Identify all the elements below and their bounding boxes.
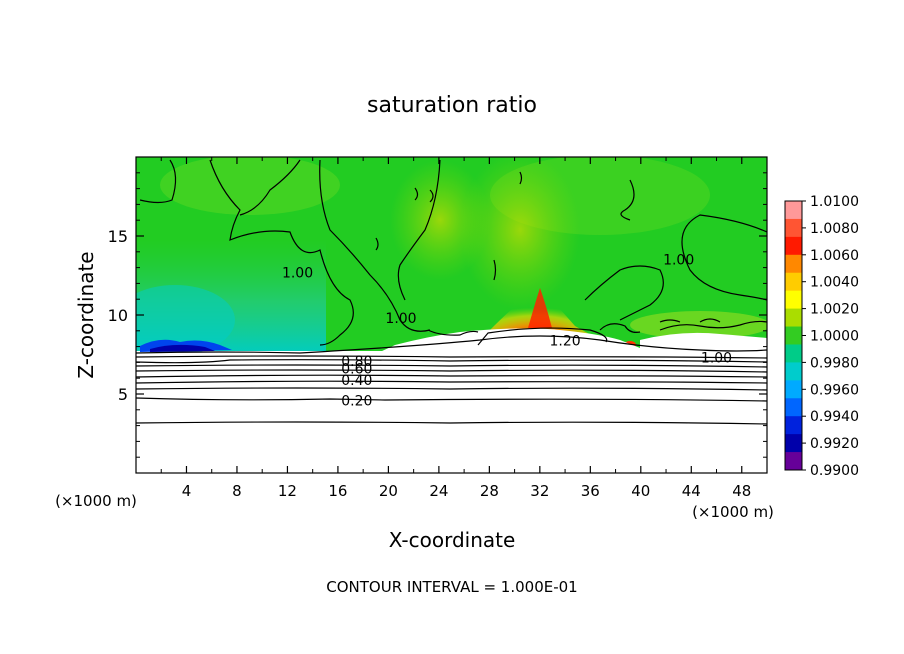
colorbar-swatch	[785, 218, 802, 238]
y-tick-label: 5	[118, 385, 128, 404]
y-tick-label: 15	[108, 227, 128, 246]
colorbar-label: 1.0040	[810, 275, 859, 291]
y-tick-label: 10	[108, 306, 128, 325]
colorbar-label: 0.9900	[810, 463, 859, 479]
x-tick-label: 12	[278, 482, 297, 500]
x-tick-label: 32	[530, 482, 549, 500]
colorbar-label: 1.0060	[810, 248, 859, 264]
contour-label: 0.60	[341, 362, 372, 378]
colorbar-label: 1.0080	[810, 221, 859, 237]
colorbar-swatch	[785, 452, 802, 471]
colorbar-label: 1.0100	[810, 194, 859, 210]
colorbar-swatch	[785, 434, 802, 453]
colorbar-swatch	[785, 326, 802, 345]
x-tick-label: 28	[480, 482, 499, 500]
colorbar-swatch	[785, 236, 802, 256]
x-tick-label: 40	[631, 482, 650, 500]
y-axis-label: Z-coordinate	[74, 251, 98, 378]
colorbar-swatch	[785, 254, 802, 274]
x-tick-label: 16	[328, 482, 347, 500]
contour-label: 0.80	[341, 354, 372, 370]
x-tick-label: 48	[732, 482, 751, 500]
colorbar-label: 0.9980	[810, 355, 859, 371]
colorbar: 1.0100 1.0080 1.0060 1.0040 1.0020 1.0000 0.99…	[784, 194, 859, 479]
contour-label: 1.00	[282, 265, 313, 281]
colorbar-swatch	[785, 380, 802, 399]
x-tick-label: 8	[232, 482, 242, 500]
colorbar-swatch	[785, 308, 802, 328]
colorbar-label: 0.9960	[810, 382, 859, 398]
colorbar-label: 1.0000	[810, 329, 859, 345]
colorbar-label: 1.0020	[810, 302, 859, 318]
colorbar-label: 0.9940	[810, 409, 859, 425]
colorbar-swatch	[785, 398, 802, 417]
colorbar-swatch	[785, 272, 802, 292]
x-unit-label-left: (×1000 m)	[55, 492, 137, 510]
x-tick-label: 36	[581, 482, 600, 500]
plot-area	[136, 157, 767, 473]
contour-interval-note: CONTOUR INTERVAL = 1.000E-01	[326, 578, 577, 596]
contour-label: 1.00	[385, 311, 416, 327]
colorbar-swatch	[785, 344, 802, 363]
chart-title: saturation ratio	[367, 93, 537, 118]
y-axis-ticks: 5 10 15	[108, 172, 767, 458]
contour-label: 1.20	[549, 333, 580, 349]
contour-label: 0.40	[341, 373, 372, 389]
x-tick-label: 4	[182, 482, 192, 500]
contour-label: 1.00	[663, 253, 694, 269]
x-axis-label: X-coordinate	[389, 528, 516, 552]
x-tick-label: 44	[682, 482, 701, 500]
contour-labels: 0.20 0.400.600.80 1.00 1.00 1.00 1.00 1.20	[282, 253, 732, 410]
colorbar-swatch	[785, 201, 802, 220]
x-unit-label-right: (×1000 m)	[692, 503, 774, 521]
x-tick-label: 24	[429, 482, 448, 500]
colorbar-swatch	[785, 416, 802, 435]
colorbar-swatch	[785, 290, 802, 310]
contour-lines	[136, 159, 767, 425]
x-axis-ticks: 4 8 12 16 20 24 28 32 36 40 44 48	[160, 157, 751, 500]
contour-label: 1.00	[701, 351, 732, 367]
x-tick-label: 20	[379, 482, 398, 500]
colorbar-label: 0.9920	[810, 436, 859, 452]
contour-label: 0.20	[341, 393, 372, 409]
colorbar-swatch	[785, 362, 802, 381]
